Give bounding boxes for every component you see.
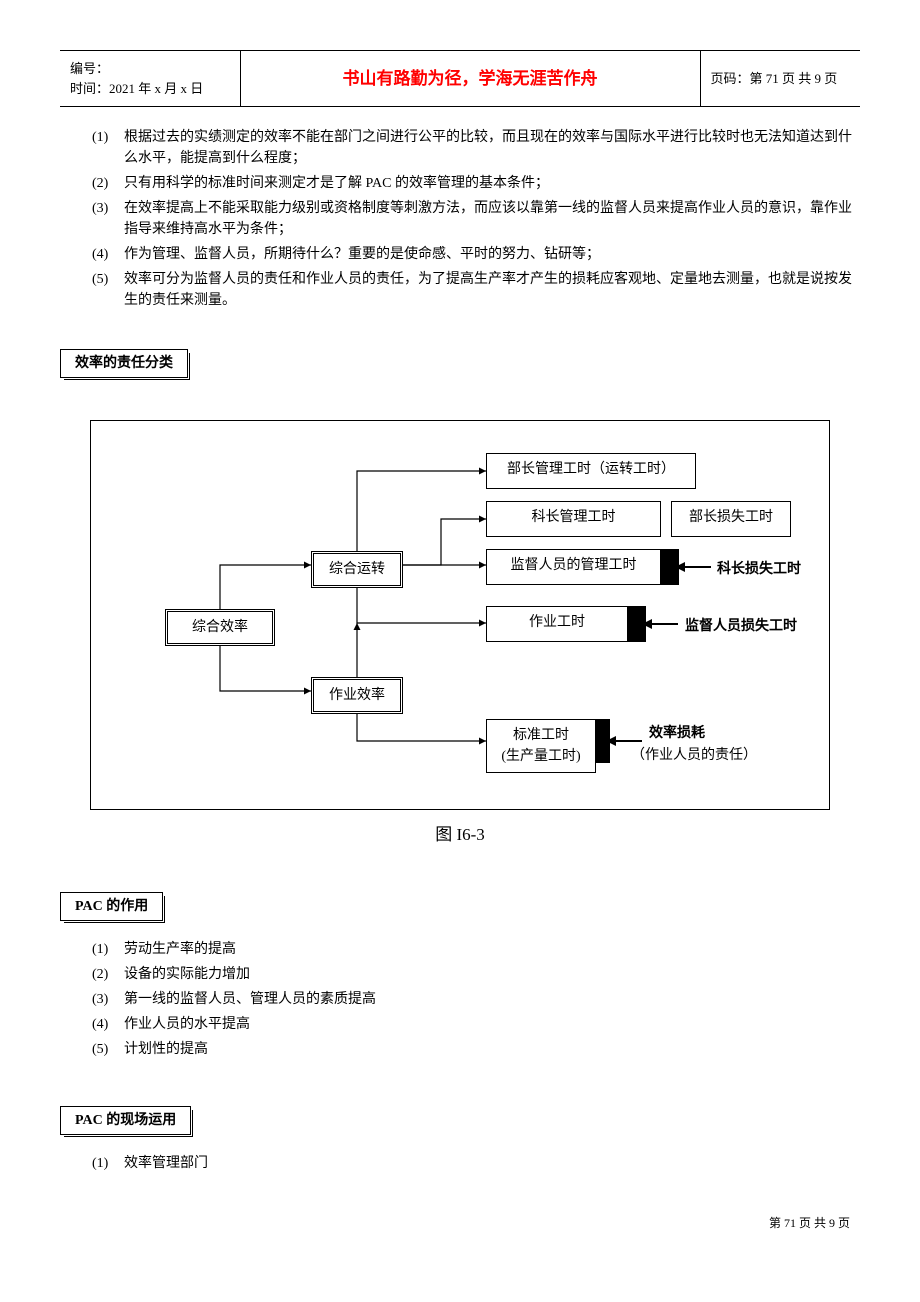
flowchart-box-buchang: 部长管理工时（运转工时） bbox=[486, 453, 696, 489]
header-center-cell: 书山有路勤为径，学海无涯苦作舟 bbox=[240, 51, 700, 107]
flowchart-box-work_time: 作业工时 bbox=[486, 606, 628, 642]
list-item-text: 在效率提高上不能采取能力级别或资格制度等刺激方法，而应该以靠第一线的监督人员来提… bbox=[124, 198, 860, 240]
section-tag-responsibility: 效率的责任分类 bbox=[60, 349, 188, 378]
list-item-text: 作业人员的水平提高 bbox=[124, 1014, 860, 1035]
list-item-text: 根据过去的实绩测定的效率不能在部门之间进行公平的比较，而且现在的效率与国际水平进… bbox=[124, 127, 860, 169]
list-item-text: 劳动生产率的提高 bbox=[124, 939, 860, 960]
section-tag-pac-role: PAC 的作用 bbox=[60, 892, 163, 921]
list-item-num: (1) bbox=[92, 127, 124, 169]
list-item: (2)只有用科学的标准时间来测定才是了解 PAC 的效率管理的基本条件； bbox=[92, 173, 860, 194]
list-item: (4)作业人员的水平提高 bbox=[92, 1014, 860, 1035]
header-date-line: 时间：2021 年 x 月 x 日 bbox=[70, 79, 230, 99]
list-item-text: 效率可分为监督人员的责任和作业人员的责任，为了提高生产率才产生的损耗应客观地、定… bbox=[124, 269, 860, 311]
list-item-text: 效率管理部门 bbox=[124, 1153, 860, 1174]
list-item: (5)计划性的提高 bbox=[92, 1039, 860, 1060]
arrow-head-icon bbox=[642, 619, 652, 629]
list-item-num: (2) bbox=[92, 964, 124, 985]
flowchart-container: 综合效率综合运转作业效率部长管理工时（运转工时）科长管理工时部长损失工时监督人员… bbox=[90, 420, 830, 810]
arrow-shaft bbox=[685, 566, 711, 568]
list-item: (1)根据过去的实绩测定的效率不能在部门之间进行公平的比较，而且现在的效率与国际… bbox=[92, 127, 860, 169]
flowchart-box-composite_eff: 综合效率 bbox=[165, 609, 275, 646]
intro-list: (1)根据过去的实绩测定的效率不能在部门之间进行公平的比较，而且现在的效率与国际… bbox=[92, 127, 860, 311]
list-item-num: (3) bbox=[92, 989, 124, 1010]
pac-role-list: (1)劳动生产率的提高(2)设备的实际能力增加(3)第一线的监督人员、管理人员的… bbox=[92, 939, 860, 1060]
list-item-num: (2) bbox=[92, 173, 124, 194]
page-header-table: 编号： 时间：2021 年 x 月 x 日 书山有路勤为径，学海无涯苦作舟 页码… bbox=[60, 50, 860, 107]
flowchart-loss-label: 监督人员损失工时 bbox=[685, 616, 797, 637]
list-item: (2)设备的实际能力增加 bbox=[92, 964, 860, 985]
flowchart-box-std_time: 标准工时(生产量工时) bbox=[486, 719, 596, 773]
list-item-text: 作为管理、监督人员，所期待什么？重要的是使命感、平时的努力、钻研等； bbox=[124, 244, 860, 265]
list-item-num: (5) bbox=[92, 269, 124, 311]
flowchart-sublabel: （作业人员的责任） bbox=[631, 745, 757, 766]
page-footer: 第 71 页 共 9 页 bbox=[60, 1214, 860, 1232]
list-item-num: (4) bbox=[92, 1014, 124, 1035]
header-left-cell: 编号： 时间：2021 年 x 月 x 日 bbox=[60, 51, 240, 107]
arrow-shaft bbox=[616, 740, 642, 742]
list-item: (4)作为管理、监督人员，所期待什么？重要的是使命感、平时的努力、钻研等； bbox=[92, 244, 860, 265]
list-item: (3)第一线的监督人员、管理人员的素质提高 bbox=[92, 989, 860, 1010]
list-item-num: (5) bbox=[92, 1039, 124, 1060]
list-item-text: 只有用科学的标准时间来测定才是了解 PAC 的效率管理的基本条件； bbox=[124, 173, 860, 194]
figure-caption: 图 I6-3 bbox=[60, 822, 860, 848]
list-item: (5)效率可分为监督人员的责任和作业人员的责任，为了提高生产率才产生的损耗应客观… bbox=[92, 269, 860, 311]
list-item: (1)劳动生产率的提高 bbox=[92, 939, 860, 960]
flowchart-box-supv_mgmt: 监督人员的管理工时 bbox=[486, 549, 661, 585]
list-item-num: (3) bbox=[92, 198, 124, 240]
list-item-text: 计划性的提高 bbox=[124, 1039, 860, 1060]
list-item-num: (1) bbox=[92, 939, 124, 960]
flowchart-box-composite_op: 综合运转 bbox=[311, 551, 403, 588]
flowchart-loss-label: 科长损失工时 bbox=[717, 559, 801, 580]
arrow-head-icon bbox=[675, 562, 685, 572]
list-item-text: 设备的实际能力增加 bbox=[124, 964, 860, 985]
flowchart-box-buchang_loss: 部长损失工时 bbox=[671, 501, 791, 537]
list-item: (1)效率管理部门 bbox=[92, 1153, 860, 1174]
list-item-num: (4) bbox=[92, 244, 124, 265]
flowchart-loss-label: 效率损耗 bbox=[649, 723, 705, 744]
pac-onsite-list: (1)效率管理部门 bbox=[92, 1153, 860, 1174]
list-item-num: (1) bbox=[92, 1153, 124, 1174]
arrow-shaft bbox=[652, 623, 678, 625]
header-right-cell: 页码：第 71 页 共 9 页 bbox=[700, 51, 860, 107]
flowchart-box-kechang: 科长管理工时 bbox=[486, 501, 661, 537]
list-item: (3)在效率提高上不能采取能力级别或资格制度等刺激方法，而应该以靠第一线的监督人… bbox=[92, 198, 860, 240]
list-item-text: 第一线的监督人员、管理人员的素质提高 bbox=[124, 989, 860, 1010]
flowchart-box-work_eff: 作业效率 bbox=[311, 677, 403, 714]
section-tag-pac-onsite: PAC 的现场运用 bbox=[60, 1106, 191, 1135]
header-id-line: 编号： bbox=[70, 59, 230, 79]
arrow-head-icon bbox=[606, 736, 616, 746]
